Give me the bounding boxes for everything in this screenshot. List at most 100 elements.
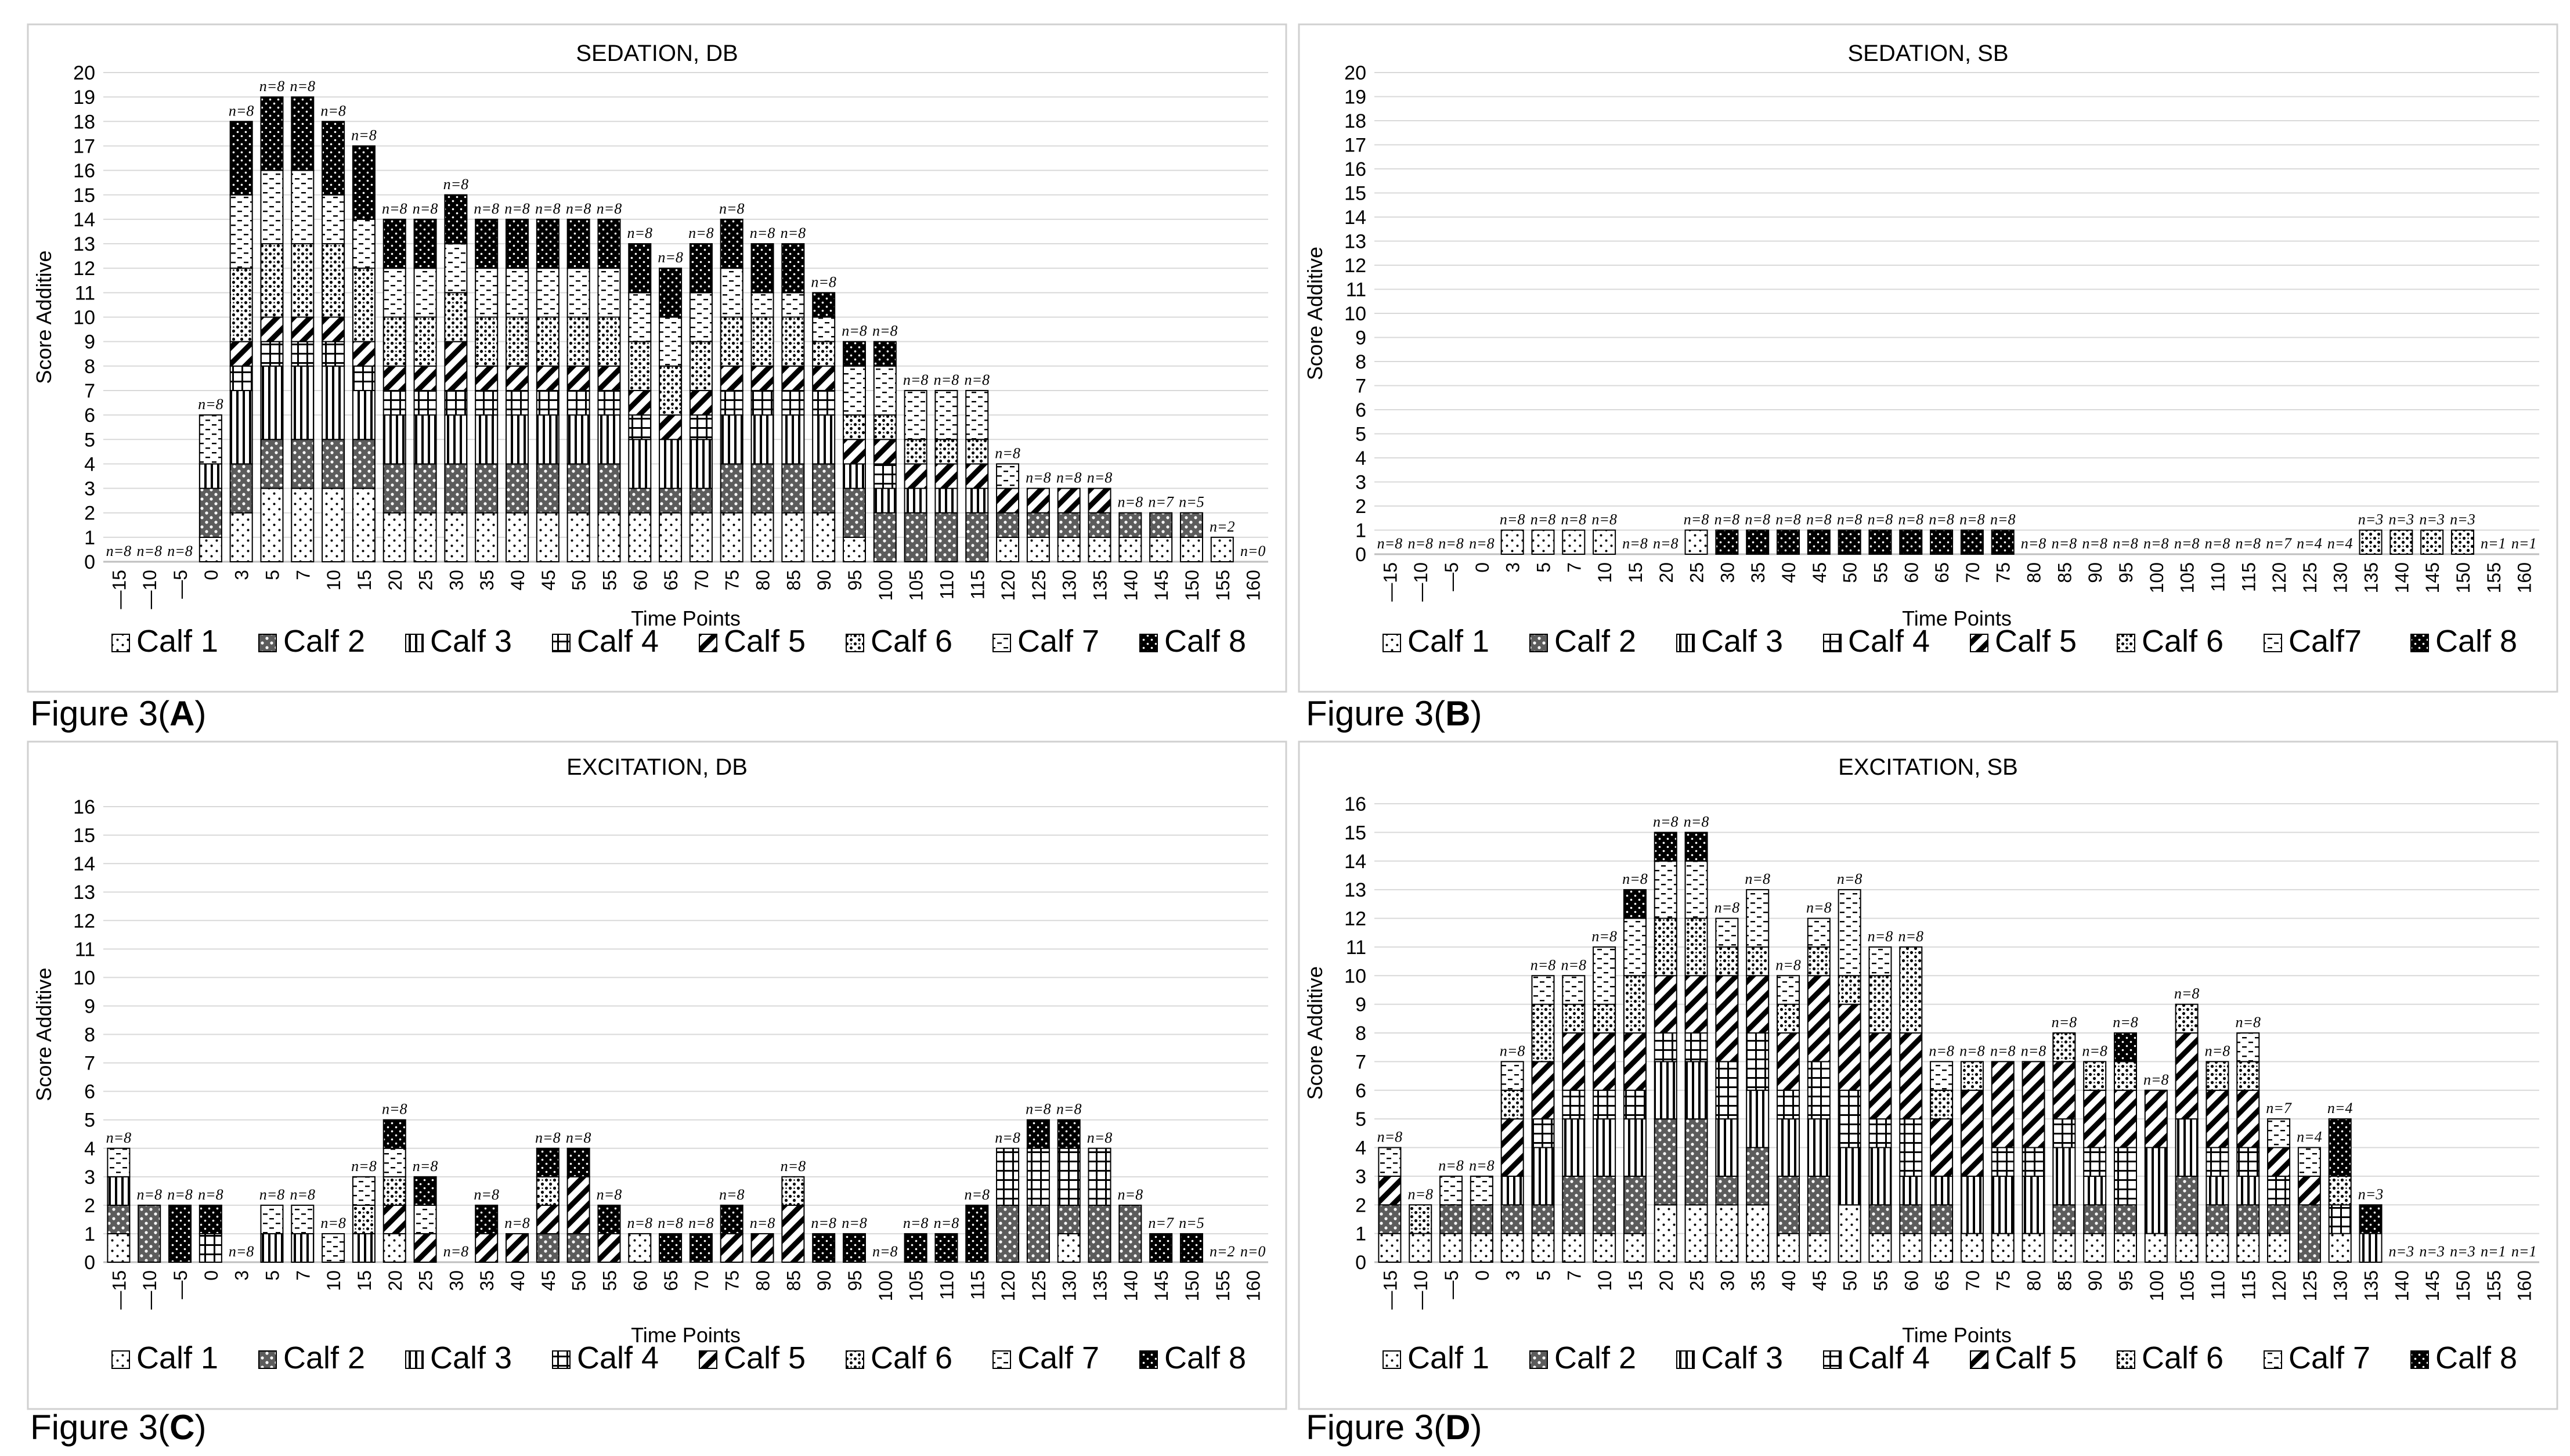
bar-segment-calf-5: [1899, 1032, 1923, 1120]
bar-count-label: n=8: [443, 1243, 469, 1260]
bar-segment-calf-4: [628, 414, 652, 440]
legend-swatch-calf-1: [1383, 1350, 1401, 1369]
bar-segment-calf-1: [1684, 1204, 1708, 1263]
x-tick-label: 30: [1717, 1270, 1738, 1291]
x-tick-label: 15: [354, 1270, 375, 1291]
bar-segment-calf-8: [659, 268, 683, 318]
bar-segment-calf-7: [322, 1233, 345, 1263]
panel-frame-b: [1298, 23, 2558, 693]
bar-segment-calf-7: [1746, 889, 1770, 948]
bar-segment-calf-1: [382, 512, 406, 563]
bar-segment-calf-6: [382, 316, 406, 367]
y-axis-label: Score Additive: [1303, 966, 1327, 1100]
bar-count-label: n=8: [1622, 870, 1648, 887]
bar-count-label: n=8: [290, 78, 316, 95]
bar-segment-calf-7: [1838, 889, 1861, 977]
x-tick-label: 155: [1212, 1270, 1233, 1301]
y-tick-label: 8: [1355, 1023, 1366, 1045]
x-tick-label: 35: [477, 1270, 497, 1291]
x-tick-label: 110: [936, 570, 957, 599]
legend-swatch-calf-5: [699, 634, 717, 652]
bar-segment-calf-3: [2083, 1175, 2107, 1206]
legend-label-calf-1: Calf 1: [1407, 1341, 1489, 1375]
bar-count-label: n=8: [2235, 1014, 2261, 1031]
bar-segment-calf-8: [873, 341, 897, 367]
x-tick-label: 115: [2238, 562, 2259, 592]
bar-segment-calf-2: [1057, 1204, 1081, 1234]
bar-count-label: n=8: [1868, 928, 1893, 945]
bar-segment-calf-2: [1684, 1118, 1708, 1206]
bar-segment-calf-7: [965, 389, 989, 440]
bar-segment-calf-5: [413, 1233, 437, 1263]
bar-segment-calf-1: [996, 536, 1020, 562]
x-tick-label: 130: [2330, 1270, 2351, 1301]
bar-count-label: n=8: [1056, 469, 1082, 486]
x-tick-label: 145: [1151, 1270, 1172, 1301]
bar-segment-calf-1: [291, 487, 315, 562]
bar-count-label: n=8: [995, 1129, 1020, 1146]
bar-segment-calf-5: [1715, 975, 1739, 1063]
x-tick-label: 110: [2207, 562, 2228, 592]
bar-segment-calf-8: [566, 1147, 590, 1177]
x-tick-label: 130: [2330, 562, 2351, 593]
bar-count-label: n=8: [627, 225, 653, 241]
bar-segment-calf-2: [1149, 512, 1173, 538]
bar-segment-calf-3: [566, 414, 590, 465]
x-tick-label: 110: [2207, 1270, 2228, 1300]
bar-segment-calf-4: [2022, 1147, 2045, 1177]
bar-segment-calf-7: [566, 268, 590, 318]
bar-count-label: n=8: [1087, 1129, 1113, 1146]
bar-segment-calf-8: [689, 243, 713, 294]
bar-count-label: n=7: [1148, 1215, 1174, 1231]
bar-segment-calf-4: [1623, 1089, 1647, 1120]
x-tick-label: 35: [1748, 1270, 1768, 1291]
y-tick-label: 20: [73, 62, 95, 84]
bar-segment-calf-1: [750, 512, 774, 563]
x-tick-label: 5: [1533, 562, 1554, 573]
bar-segment-calf-3: [1930, 1175, 1954, 1206]
bar-segment-calf-2: [1088, 512, 1111, 538]
bar-segment-calf-7: [781, 292, 805, 318]
x-tick-label: 7: [293, 570, 313, 580]
bar-count-label: n=3: [2450, 1243, 2475, 1260]
bar-segment-calf-5: [566, 1176, 590, 1234]
bar-segment-calf-8: [597, 218, 621, 269]
legend-swatch-calf-8: [2410, 1350, 2429, 1369]
bar-count-label: n=8: [167, 543, 193, 559]
bar-segment-calf-5: [413, 365, 437, 391]
bar-segment-calf-2: [904, 512, 927, 563]
bar-segment-calf-3: [720, 414, 743, 465]
legend-label-calf-5: Calf 5: [1995, 1341, 2077, 1375]
bar-segment-calf-8: [475, 218, 499, 269]
x-tick-label: 7: [1564, 562, 1584, 573]
bar-segment-calf-5: [505, 1233, 529, 1263]
x-tick-label: 65: [660, 570, 681, 591]
x-tick-label: 3: [232, 1270, 252, 1281]
bar-segment-calf-8: [965, 1204, 989, 1263]
y-tick-label: 2: [84, 503, 95, 525]
bar-count-label: n=8: [1531, 956, 1556, 973]
bar-segment-calf-3: [1838, 1147, 1861, 1206]
bar-segment-calf-7: [291, 1204, 315, 1234]
y-tick-label: 7: [1355, 1051, 1366, 1073]
y-tick-label: 6: [1355, 1080, 1366, 1102]
bar-segment-calf-1: [1715, 1204, 1739, 1263]
bar-segment-calf-8: [413, 218, 437, 269]
bar-segment-calf-1: [2206, 1233, 2229, 1263]
bar-segment-calf-6: [1899, 946, 1923, 1034]
bar-segment-calf-7: [812, 316, 836, 342]
x-tick-label: 65: [1932, 1270, 1952, 1291]
bar-segment-calf-4: [2206, 1147, 2229, 1177]
bar-segment-calf-3: [1562, 1118, 1586, 1177]
bar-count-label: n=8: [1837, 870, 1862, 887]
bar-segment-calf-8: [934, 1233, 958, 1263]
bar-segment-calf-8: [781, 243, 805, 294]
y-tick-label: 5: [84, 429, 95, 451]
bar-count-label: n=8: [1745, 511, 1770, 528]
bar-segment-calf-6: [1960, 1061, 1984, 1091]
bar-segment-calf-2: [659, 487, 683, 514]
y-tick-label: 19: [1344, 86, 1366, 109]
x-tick-label: 50: [569, 570, 590, 591]
bar-count-label: n=8: [1591, 928, 1617, 945]
bar-segment-calf-2: [352, 439, 376, 489]
